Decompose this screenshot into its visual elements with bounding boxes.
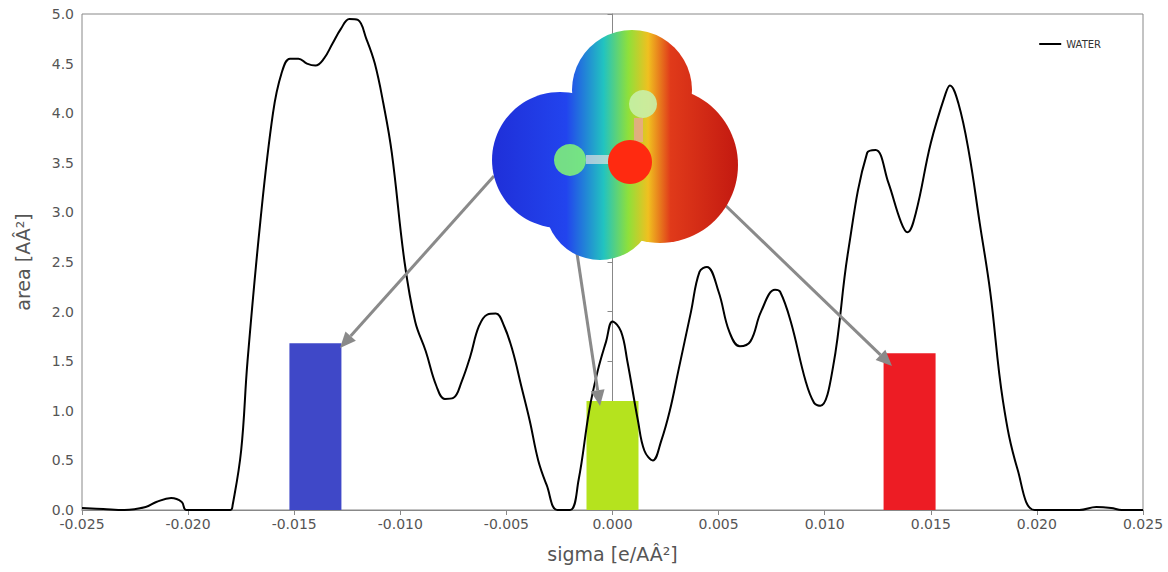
svg-text:2.0: 2.0 [52, 304, 74, 320]
svg-text:area [AÂ²]: area [AÂ²] [12, 213, 34, 310]
svg-text:0.020: 0.020 [1017, 516, 1057, 532]
svg-text:0.0: 0.0 [51, 502, 74, 518]
svg-text:0.5: 0.5 [52, 452, 74, 468]
svg-text:3.0: 3.0 [52, 204, 74, 220]
svg-text:0.015: 0.015 [911, 516, 951, 532]
svg-text:-0.015: -0.015 [272, 516, 317, 532]
svg-text:4.5: 4.5 [52, 56, 74, 72]
svg-text:WATER: WATER [1066, 39, 1101, 50]
svg-text:-0.020: -0.020 [166, 516, 211, 532]
svg-text:0.025: 0.025 [1123, 516, 1163, 532]
svg-text:-0.010: -0.010 [378, 516, 423, 532]
svg-text:4.0: 4.0 [52, 105, 74, 121]
svg-text:1.0: 1.0 [52, 403, 74, 419]
svg-text:0.005: 0.005 [699, 516, 739, 532]
svg-text:sigma [e/AÂ²]: sigma [e/AÂ²] [547, 543, 678, 565]
svg-text:0.010: 0.010 [805, 516, 845, 532]
svg-text:-0.005: -0.005 [484, 516, 529, 532]
svg-text:-0.025: -0.025 [59, 516, 104, 532]
svg-text:0.000: 0.000 [592, 516, 632, 532]
svg-text:3.5: 3.5 [52, 155, 74, 171]
svg-text:2.5: 2.5 [52, 254, 74, 270]
svg-text:5.0: 5.0 [52, 6, 74, 22]
svg-text:1.5: 1.5 [52, 353, 74, 369]
